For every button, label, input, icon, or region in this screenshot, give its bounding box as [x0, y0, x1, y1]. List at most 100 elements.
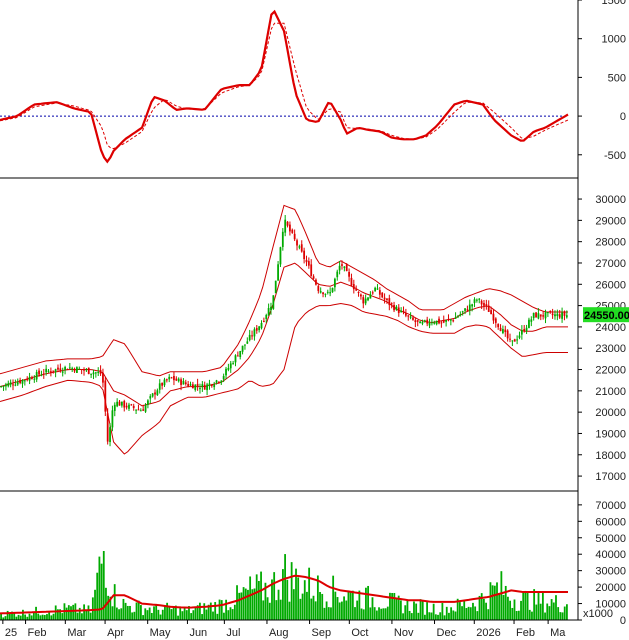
- volume-bar: [142, 615, 144, 620]
- x-tick-label: Nov: [394, 627, 414, 639]
- x-tick-label: May: [150, 627, 171, 639]
- candle-body: [319, 291, 322, 293]
- x-tick-label: Jun: [189, 627, 207, 639]
- volume-bar: [131, 612, 134, 620]
- candle-body: [561, 312, 563, 319]
- volume-bar: [498, 593, 501, 620]
- candle-body: [262, 320, 265, 322]
- volume-bar: [443, 615, 446, 620]
- volume-bar: [216, 613, 219, 620]
- candle-body: [487, 305, 490, 312]
- volume-bar: [513, 599, 516, 620]
- volume-bar: [288, 601, 291, 620]
- volume-bar: [430, 612, 433, 620]
- volume-bar: [566, 604, 568, 620]
- volume-bar: [463, 600, 466, 620]
- volume-bar: [50, 615, 53, 620]
- candle-body: [139, 410, 142, 412]
- candle-body: [246, 341, 249, 344]
- volume-bar: [544, 612, 546, 620]
- candle-body: [452, 320, 455, 322]
- volume-bar: [271, 579, 273, 620]
- volume-bar: [555, 595, 557, 620]
- candle-body: [61, 371, 64, 373]
- candle-body: [102, 372, 104, 383]
- last-price-badge-bg: [583, 307, 629, 323]
- candle-body: [483, 303, 485, 306]
- volume-bar: [441, 603, 444, 620]
- volume-bar: [458, 602, 461, 620]
- volume-bar: [43, 615, 46, 620]
- candle-body: [154, 392, 156, 395]
- candle-body: [244, 344, 246, 346]
- candle-body: [350, 277, 353, 286]
- volume-bar: [465, 608, 468, 620]
- volume-bar: [500, 571, 503, 620]
- volume-bar: [87, 605, 90, 620]
- volume-bar: [421, 601, 424, 620]
- volume-bar: [299, 598, 302, 620]
- candle-body: [468, 304, 471, 311]
- candle-body: [461, 311, 464, 313]
- candle-body: [130, 404, 133, 406]
- volume-bar: [557, 607, 560, 620]
- volume-bar: [85, 610, 88, 620]
- candle-body: [459, 314, 462, 316]
- candle-body: [215, 380, 218, 383]
- candle-body: [196, 383, 199, 387]
- volume-bar: [432, 603, 435, 620]
- candle-body: [438, 318, 440, 324]
- volume-bar: [415, 603, 418, 620]
- volume-bar: [223, 612, 225, 620]
- volume-bar: [439, 612, 442, 620]
- volume-bar: [520, 600, 522, 620]
- x-tick-label: Sep: [312, 627, 332, 639]
- price-panel: 3000029000280002700026000250002400023000…: [0, 194, 629, 483]
- candle-body: [116, 401, 119, 407]
- candle-body: [229, 363, 232, 369]
- volume-bar: [179, 606, 182, 620]
- volume-bar: [240, 592, 243, 620]
- candle-body: [402, 310, 405, 313]
- candle-body: [64, 366, 66, 370]
- candle-body: [265, 314, 268, 320]
- volume-bar: [236, 585, 238, 620]
- x-tick-label: Jul: [226, 627, 240, 639]
- candle-body: [260, 322, 263, 329]
- candle-body: [177, 378, 180, 382]
- candle-body: [464, 308, 466, 311]
- volume-bar: [22, 609, 24, 620]
- volume-bar: [410, 613, 413, 620]
- x-tick-label: Dec: [437, 627, 457, 639]
- volume-bar: [417, 612, 420, 620]
- candle-body: [92, 372, 95, 375]
- price-tick-label: 23000: [595, 343, 626, 355]
- candle-body: [135, 409, 137, 411]
- volume-bar: [8, 612, 11, 620]
- candle-body: [168, 376, 171, 380]
- candle-body: [47, 370, 50, 372]
- volume-tick-label: 30000: [595, 566, 626, 578]
- volume-bar: [413, 601, 415, 620]
- candle-body: [433, 322, 436, 324]
- candle-body: [466, 309, 469, 311]
- volume-bar: [168, 607, 171, 620]
- volume-bar: [13, 612, 16, 620]
- candle-body: [94, 372, 97, 374]
- candle-body: [109, 427, 111, 443]
- x-tick-label: Apr: [107, 627, 124, 639]
- candle-body: [502, 329, 504, 334]
- candle-body: [225, 368, 227, 376]
- candle-body: [258, 326, 261, 331]
- volume-bar: [362, 609, 365, 620]
- candle-body: [329, 292, 332, 294]
- candle-body: [199, 388, 201, 390]
- oscillator-tick-label: 0: [620, 111, 626, 123]
- candle-body: [485, 304, 488, 306]
- volume-tick-label: 50000: [595, 533, 626, 545]
- candle-body: [78, 368, 81, 370]
- price-tick-label: 30000: [595, 194, 626, 206]
- candle-body: [338, 265, 341, 271]
- candle-body: [189, 384, 192, 386]
- volume-bar: [155, 603, 158, 620]
